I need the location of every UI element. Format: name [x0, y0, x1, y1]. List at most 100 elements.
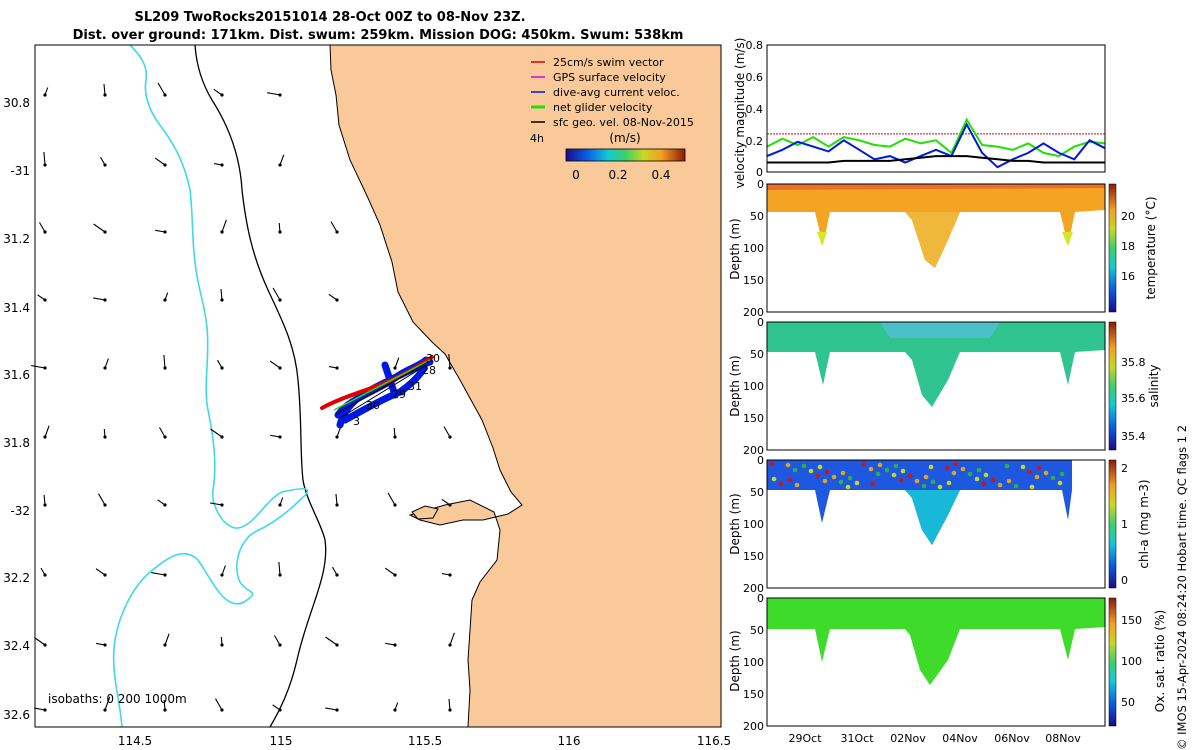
velocity-arrow-base — [448, 435, 452, 439]
velocity-arrow-base — [220, 435, 224, 439]
depth-tick: 150 — [743, 274, 764, 287]
velocity-arrow — [325, 707, 338, 711]
temperature-panel — [766, 183, 1117, 313]
velocity-arrow — [157, 82, 166, 96]
chla-dot — [976, 467, 982, 473]
chla-dot — [898, 477, 904, 483]
chla-dot — [769, 461, 775, 467]
chla-dot — [1050, 475, 1056, 481]
chla-dot — [801, 463, 807, 469]
track-label: 28 — [422, 364, 436, 377]
chla-ctick: 2 — [1121, 462, 1128, 475]
velocity-arrow — [328, 293, 338, 301]
chla-dot — [893, 463, 899, 469]
chla-dot — [861, 461, 867, 467]
velocity-arrow-base — [103, 163, 107, 167]
depth-ylabel: Depth (m) — [728, 493, 742, 554]
depth-tick: 0 — [757, 592, 764, 605]
velocity-arrow-base — [163, 643, 167, 647]
velocity-arrow-base — [43, 93, 47, 97]
lat-tick: 31.4 — [3, 301, 30, 315]
chla-dot — [951, 470, 957, 476]
velocity-arrow-base — [43, 163, 47, 167]
chla-dot — [1036, 465, 1042, 471]
velocity-arrow-base — [163, 366, 167, 370]
chla-dot — [822, 478, 828, 484]
lat-tick: -31 — [10, 164, 30, 178]
velocity-arrow-base — [335, 708, 339, 712]
velocity-arrow — [330, 221, 338, 233]
velocity-arrow — [441, 498, 451, 506]
velocity-arrow-base — [335, 643, 339, 647]
velocity-ytick: 0 — [756, 166, 763, 179]
interval-label: 4h — [530, 132, 544, 145]
velocity-arrow-base — [335, 435, 339, 439]
velocity-arrow — [210, 428, 223, 438]
velocity-arrow-base — [43, 298, 47, 302]
chla-dot — [845, 484, 851, 490]
oxygen-ctick: 100 — [1121, 655, 1142, 668]
chla-dot — [877, 462, 883, 468]
salinity-ctick: 35.8 — [1121, 356, 1146, 369]
chla-dot — [1057, 480, 1063, 486]
depth-tick: 100 — [743, 518, 764, 531]
velocity-arrow — [95, 568, 106, 576]
track-label: 31 — [408, 380, 422, 393]
chla-dot — [983, 472, 989, 478]
time-tick: 08Nov — [1045, 732, 1081, 745]
velocity-arrow-base — [103, 366, 107, 370]
lat-axis: 30.8 -31 31.2 31.4 31.6 31.8 -32 32.2 32… — [3, 96, 30, 722]
salinity-fresher-patch — [880, 322, 1000, 338]
velocity-arrow-base — [163, 708, 167, 712]
oxygen-ctick: 50 — [1121, 696, 1135, 709]
velocity-arrow — [448, 354, 451, 369]
legend-current: dive-avg current veloc. — [553, 86, 680, 99]
chla-dot — [944, 465, 950, 471]
chla-dot — [1043, 470, 1049, 476]
chla-dot — [928, 464, 934, 470]
temperature-frame — [766, 183, 1106, 313]
temperature-cooler-patch — [905, 212, 960, 268]
velocity-ytick: 0.6 — [746, 71, 764, 84]
depth-tick: 150 — [743, 550, 764, 563]
velocity-arrow — [98, 493, 106, 506]
velocity-arrow — [278, 561, 281, 576]
velocity-arrow — [44, 425, 50, 438]
chla-bloom-patch — [905, 490, 960, 545]
velocity-arrow-base — [103, 435, 107, 439]
chla-dot — [1020, 464, 1026, 470]
chla-dot — [921, 483, 927, 489]
colorbar-unit: (m/s) — [609, 131, 640, 145]
colorbar-tick: 0.2 — [608, 168, 627, 182]
temperature-ctick: 16 — [1121, 270, 1135, 283]
velocity-arrow-base — [393, 366, 397, 370]
velocity-arrow-base — [448, 366, 452, 370]
velocity-arrow — [164, 633, 170, 646]
velocity-arrow — [385, 642, 396, 646]
temperature-dip-tip — [817, 232, 827, 246]
isobath-200 — [194, 44, 327, 728]
map-legend: 25cm/s swim vector GPS surface velocity … — [530, 56, 694, 182]
chla-frame — [766, 459, 1106, 589]
velocity-arrow — [93, 297, 106, 301]
velocity-arrow — [325, 636, 338, 646]
chla-dot — [787, 477, 793, 483]
chla-dot — [990, 477, 996, 483]
velocity-arrow-base — [393, 503, 397, 507]
lat-tick: 31.6 — [3, 368, 30, 382]
time-tick: 04Nov — [942, 732, 978, 745]
velocity-arrow-base — [43, 643, 47, 647]
surface-velocity-vectors — [31, 82, 455, 712]
depth-axes: Depth (m) Depth (m) Depth (m) Depth (m) … — [728, 178, 764, 733]
velocity-arrow-base — [278, 708, 282, 712]
temperature-clabel: temperature (°C) — [1144, 197, 1158, 300]
velocity-arrow-base — [335, 503, 339, 507]
velocity-arrow-base — [220, 298, 224, 302]
chla-clabel: chl-a (mg m-3) — [1137, 479, 1151, 568]
velocity-arrow — [443, 426, 451, 438]
depth-tick: 50 — [750, 210, 764, 223]
velocity-arrow-base — [278, 366, 282, 370]
velocity-ylabel: velocity magnitude (m/s) — [733, 38, 747, 189]
chla-dot — [1059, 471, 1065, 477]
isobath-label: isobaths: 0 200 1000m — [48, 692, 187, 706]
